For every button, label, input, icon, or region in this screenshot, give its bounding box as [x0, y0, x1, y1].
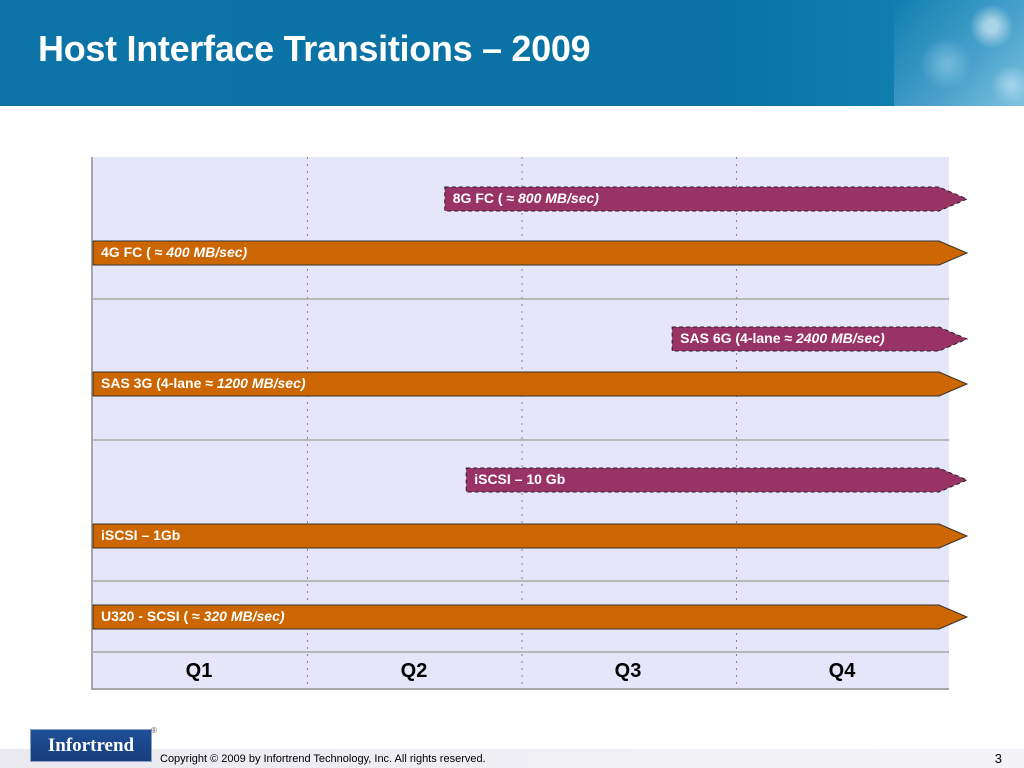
footer-band [0, 749, 1024, 768]
timeline-bar-sas-6g [671, 326, 969, 352]
bar-label-name: 8G FC ( ≈ [452, 190, 519, 206]
timeline-bar-iscsi-10-gb [465, 467, 969, 493]
bar-label: 4G FC ( ≈ 400 MB/sec) [101, 244, 247, 260]
timeline-bar-8g-fc [444, 186, 969, 212]
slide-title: Host Interface Transitions – 2009 [38, 28, 591, 69]
quarter-label-q3: Q3 [614, 660, 642, 682]
quarter-label-q4: Q4 [828, 660, 856, 682]
bar-label-rate: 320 MB/sec) [203, 608, 285, 624]
timeline-chart [91, 157, 969, 690]
bar-label: U320 - SCSI ( ≈ 320 MB/sec) [101, 608, 285, 624]
bar-label: SAS 3G (4-lane ≈ 1200 MB/sec) [101, 375, 306, 391]
timeline-bar-u320-scsi [92, 604, 969, 630]
page-number: 3 [994, 751, 1002, 766]
bar-label-name: iSCSI – 1Gb [101, 527, 181, 543]
bar-label-name: U320 - SCSI ( ≈ [101, 608, 204, 624]
bar-label: iSCSI – 1Gb [101, 527, 180, 543]
registered-mark: ® [151, 726, 157, 735]
bar-label-name: iSCSI – 10 Gb [474, 471, 566, 487]
bar-label-name: SAS 6G (4-lane ≈ [680, 330, 796, 346]
bar-label-name: 4G FC ( ≈ [101, 244, 167, 260]
bar-label-rate: 400 MB/sec) [166, 244, 248, 260]
bar-label: SAS 6G (4-lane ≈ 2400 MB/sec) [680, 330, 885, 346]
quarter-label-q1: Q1 [185, 660, 213, 682]
bar-label: iSCSI – 10 Gb [474, 471, 565, 487]
bar-label-rate: 800 MB/sec) [518, 190, 599, 206]
timeline-svg [92, 157, 969, 688]
infortrend-logo: Infortrend [30, 729, 152, 762]
bar-label-name: SAS 3G (4-lane ≈ [101, 375, 217, 391]
timeline-bar-iscsi-1gb [92, 523, 969, 549]
bar-label-rate: 2400 MB/sec) [795, 330, 885, 346]
header-decoration-image [894, 0, 1024, 106]
copyright-notice: Copyright © 2009 by Infortrend Technolog… [160, 753, 486, 765]
title-banner: Host Interface Transitions – 2009 [0, 0, 1024, 106]
timeline-bar-sas-3g [92, 371, 969, 397]
quarter-label-q2: Q2 [400, 660, 428, 682]
bar-label-rate: 1200 MB/sec) [216, 375, 306, 391]
timeline-bar-4g-fc [92, 240, 969, 266]
bar-label: 8G FC ( ≈ 800 MB/sec) [453, 190, 599, 206]
